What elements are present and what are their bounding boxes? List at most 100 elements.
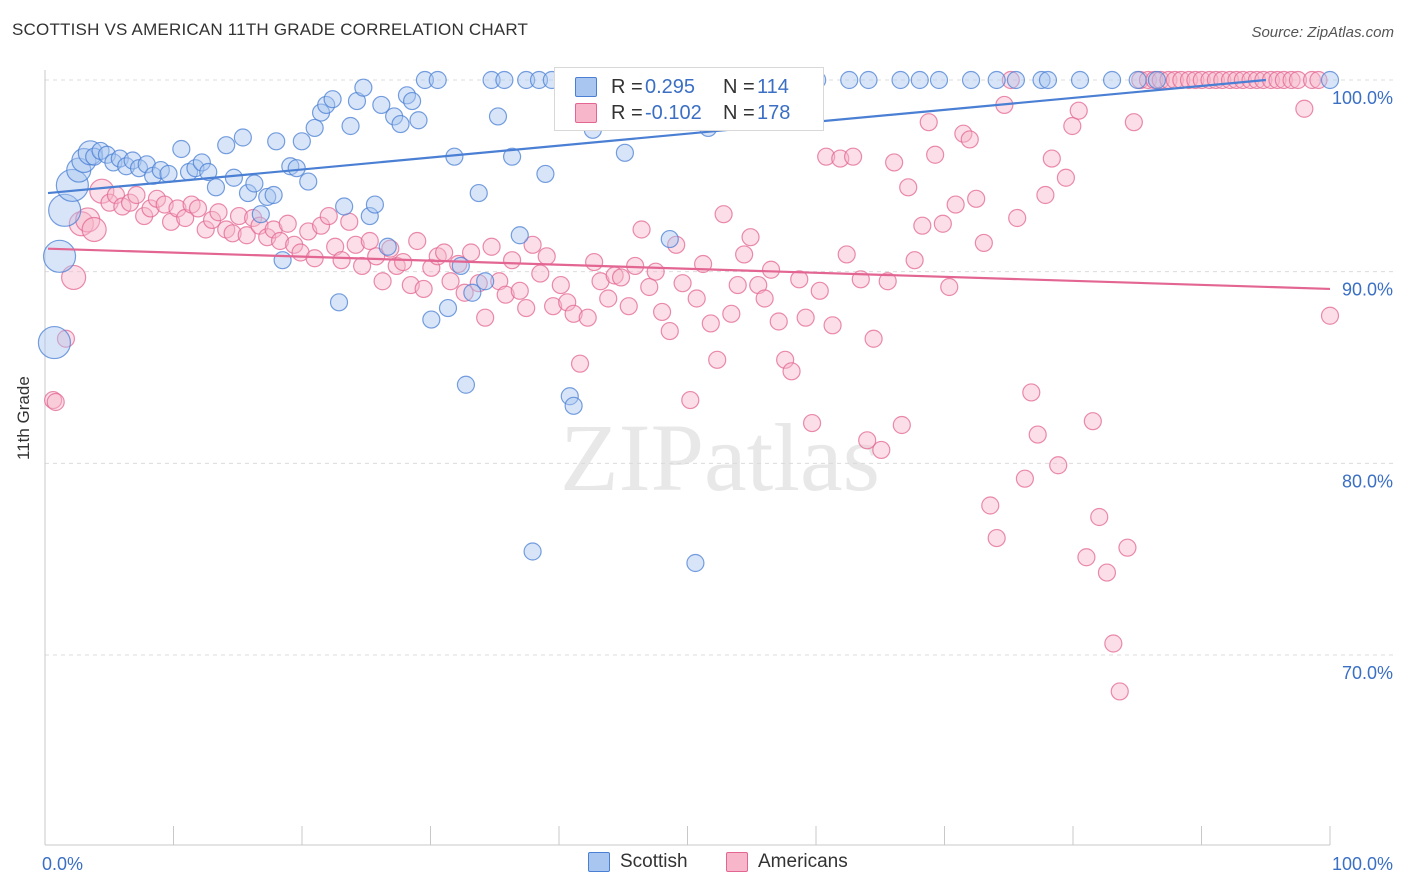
trend-lines [47,78,1331,291]
scottish-point [502,147,522,166]
americans-point [708,350,727,369]
americans-point [237,226,256,245]
americans-point [346,235,365,254]
scottish-point [199,162,218,182]
americans-point [843,147,863,166]
americans-point [469,274,488,293]
americans-point [531,264,550,283]
scottish-point [564,396,583,415]
americans-point [1008,208,1027,228]
scottish-n-value: 114 [757,75,789,98]
americans-point [722,304,741,323]
scottish-legend-label: Scottish [620,851,688,872]
bottom-legend-scottish: Scottish [588,851,688,873]
scottish-point [469,183,488,203]
americans-point [913,216,932,235]
scottish-point [159,164,178,184]
americans-point [1192,70,1211,90]
americans-point [558,293,577,312]
americans-point [1295,99,1314,118]
americans-point [899,178,918,197]
scottish-point [251,205,270,224]
americans-point [981,496,1000,515]
americans-point [1077,548,1096,567]
americans-point [141,199,160,218]
americans-point [476,308,495,327]
americans-point [270,231,290,251]
americans-point [946,195,965,214]
americans-point [714,205,733,224]
americans-point [1069,101,1088,120]
americans-point [61,264,87,291]
scottish-point [463,283,482,302]
americans-point [1104,634,1123,653]
americans-trend-line [47,247,1331,291]
americans-point [1151,70,1170,90]
y-tick-label: 80.0% [1342,471,1393,491]
scottish-point [1147,70,1167,90]
scottish-point [48,193,82,227]
americans-point [769,312,788,331]
americans-point [735,245,754,264]
americans-point [858,431,877,450]
scottish-point [273,251,292,270]
scottish-point [172,139,191,159]
americans-point [441,272,460,291]
americans-point [619,297,638,316]
y-tick-labels: 70.0% 80.0% 90.0% 100.0% [1332,88,1393,683]
americans-point [1268,70,1287,90]
americans-point [1186,70,1205,90]
n-label: N = [723,101,755,124]
americans-legend-label: Americans [758,851,848,872]
scottish-point [891,70,910,90]
scottish-point [686,553,705,573]
americans-point [1320,306,1340,325]
scottish-point [409,111,428,130]
scottish-point [510,226,529,245]
scottish-point [987,70,1006,90]
americans-point [741,228,760,247]
scottish-point [192,153,211,172]
americans-point [196,220,215,239]
americans-point [496,285,515,304]
scottish-point [451,256,470,276]
scottish-point [360,206,379,226]
scottish-point [495,70,514,90]
americans-point [394,252,413,272]
americans-point [837,245,856,264]
americans-point [223,224,242,243]
americans-point [1083,412,1102,431]
americans-r-value: -0.102 [645,101,702,124]
scottish-point [1006,70,1026,90]
americans-point [127,185,146,205]
axes [44,70,1331,846]
americans-point [892,415,911,435]
americans-point [940,277,959,297]
americans-point [1090,507,1109,527]
americans-point [1063,116,1082,136]
scottish-point [615,143,635,162]
scottish-point [961,70,981,90]
americans-point [46,392,65,412]
americans-point [632,220,651,239]
americans-point [1274,70,1293,90]
scottish-point [305,118,324,138]
americans-point [1036,185,1055,205]
americans-point [373,272,392,291]
americans-legend-swatch [726,852,748,872]
americans-point [570,354,590,373]
americans-point [455,283,474,302]
scottish-point [233,128,252,147]
scottish-point [840,70,859,90]
scottish-point [1102,70,1122,90]
americans-point [810,281,829,300]
americans-point [435,243,454,262]
americans-point [599,289,618,308]
americans-point [878,272,897,291]
americans-point [701,314,720,333]
americans-point [332,251,351,270]
scottish-point [245,174,264,193]
scottish-point [354,78,373,97]
americans-point [544,297,563,316]
scottish-point [378,237,397,256]
